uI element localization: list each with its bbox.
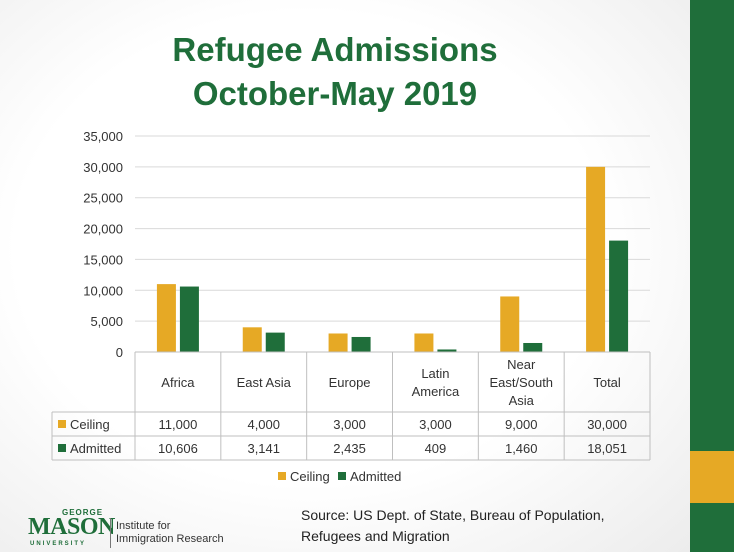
data-label: 1,460: [505, 441, 538, 456]
bar-admitted: [609, 241, 628, 352]
y-tick-label: 15,000: [83, 252, 123, 267]
bar-admitted: [266, 333, 285, 352]
data-label: 18,051: [587, 441, 627, 456]
logo-divider: [110, 518, 111, 548]
bar-ceiling: [157, 284, 176, 352]
institute-line-2: Immigration Research: [116, 533, 246, 546]
bar-chart: 0 5,000 10,000 15,000 20,000 25,000 30,000 35,0…: [0, 0, 690, 500]
category-label: East/South: [489, 375, 553, 390]
institute-name: Institute for Immigration Research: [116, 520, 246, 546]
category-label: Total: [593, 375, 621, 390]
category-label: Latin: [421, 366, 449, 381]
source-note: Source: US Dept. of State, Bureau of Pop…: [301, 505, 681, 547]
table-legend-key: [58, 444, 66, 452]
category-label: Near: [507, 357, 536, 372]
bar-admitted: [180, 287, 199, 352]
bar-admitted: [523, 343, 542, 352]
data-label: 4,000: [247, 417, 280, 432]
side-accent-gold-block: [690, 451, 734, 503]
data-label: 30,000: [587, 417, 627, 432]
legend-swatch: [338, 472, 346, 480]
george-mason-logo: GEORGE MASON UNIVERSITY Institute for Im…: [28, 508, 248, 548]
bar-ceiling: [329, 333, 348, 352]
y-tick-label: 35,000: [83, 129, 123, 144]
data-label: 11,000: [159, 417, 198, 432]
bar-ceiling: [414, 333, 433, 352]
bar-ceiling: [243, 327, 262, 352]
table-legend-key: [58, 420, 66, 428]
legend-swatch: [278, 472, 286, 480]
y-tick-label: 10,000: [83, 283, 123, 298]
data-label: 3,000: [419, 417, 452, 432]
bar-ceiling: [500, 296, 519, 352]
y-tick-label: 30,000: [83, 160, 123, 175]
data-label: 2,435: [333, 441, 366, 456]
logo-mason-text: MASON: [28, 514, 115, 541]
data-label: 3,141: [247, 441, 280, 456]
category-label: East Asia: [237, 375, 292, 390]
data-label: 409: [425, 441, 447, 456]
institute-line-1: Institute for: [116, 520, 246, 533]
category-label: Africa: [161, 375, 195, 390]
legend-label: Admitted: [350, 469, 401, 484]
logo-university-text: UNIVERSITY: [30, 541, 86, 547]
source-line-1: Source: US Dept. of State, Bureau of Pop…: [301, 505, 681, 526]
bar-ceiling: [586, 167, 605, 352]
table-row-label: Admitted: [70, 441, 121, 456]
data-label: 10,606: [158, 441, 198, 456]
y-tick-label: 0: [116, 345, 123, 360]
table-row-label: Ceiling: [70, 417, 110, 432]
data-label: 9,000: [505, 417, 538, 432]
category-label: America: [412, 384, 460, 399]
source-line-2: Refugees and Migration: [301, 526, 681, 547]
y-tick-label: 25,000: [83, 191, 123, 206]
y-tick-label: 5,000: [90, 314, 123, 329]
legend-label: Ceiling: [290, 469, 330, 484]
category-label: Asia: [509, 393, 535, 408]
y-tick-label: 20,000: [83, 222, 123, 237]
category-label: Europe: [329, 375, 371, 390]
data-label: 3,000: [333, 417, 366, 432]
bar-admitted: [352, 337, 371, 352]
